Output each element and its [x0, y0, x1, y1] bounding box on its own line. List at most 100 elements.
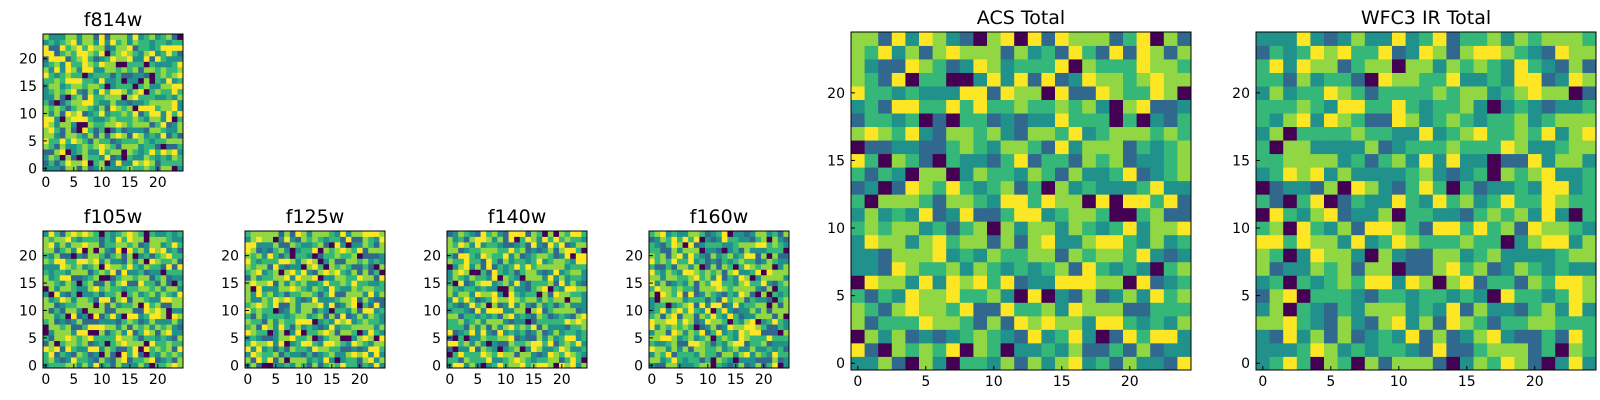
heatmap-cell: [351, 231, 358, 237]
heatmap-cell: [329, 231, 335, 237]
heatmap-cell: [149, 55, 156, 62]
heatmap-cell: [665, 357, 672, 363]
heatmap-cell: [987, 207, 1001, 222]
heatmap-cell: [104, 362, 111, 369]
heatmap-cell: [547, 236, 554, 243]
heatmap-cell: [452, 318, 459, 325]
heatmap-cell: [654, 340, 661, 347]
heatmap-cell: [1487, 180, 1502, 195]
heatmap-cell: [1123, 302, 1137, 317]
heatmap-cell: [491, 285, 498, 292]
heatmap-cell: [1027, 356, 1042, 371]
heatmap-cell: [463, 296, 470, 303]
heatmap-cell: [1256, 32, 1270, 46]
heatmap-cell: [677, 329, 683, 336]
heatmap-cell: [65, 263, 72, 270]
heatmap-cell: [570, 335, 577, 341]
heatmap-cell: [160, 318, 167, 325]
heatmap-cell: [864, 126, 879, 141]
heatmap-cell: [1324, 32, 1338, 46]
heatmap-cell: [772, 329, 779, 336]
heatmap-cell: [919, 180, 933, 195]
heatmap-cell: [177, 149, 184, 155]
heatmap-cell: [987, 315, 1001, 330]
heatmap-cell: [59, 302, 66, 309]
heatmap-cell: [1392, 288, 1406, 303]
heatmap-cell: [1095, 207, 1110, 222]
heatmap-cell: [905, 72, 920, 87]
heatmap-cell: [59, 346, 66, 352]
heatmap-cell: [1163, 207, 1178, 222]
heatmap-cell: [1392, 329, 1406, 344]
heatmap-cell: [149, 296, 156, 303]
heatmap-cell: [284, 302, 291, 309]
heatmap-cell: [497, 247, 504, 254]
heatmap-cell: [76, 127, 83, 134]
heatmap-cell: [43, 346, 49, 352]
heatmap-cell: [373, 362, 380, 369]
heatmap-cell: [329, 258, 335, 265]
heatmap-cell: [104, 34, 111, 40]
heatmap-cell: [1296, 72, 1311, 87]
heatmap-cell: [1150, 180, 1165, 195]
heatmap-cell: [878, 194, 893, 209]
heatmap-cell: [132, 83, 139, 90]
heatmap-cell: [323, 291, 330, 298]
heatmap-cell: [738, 340, 745, 347]
heatmap-cell: [1351, 275, 1366, 290]
heatmap-cell: [1109, 342, 1124, 357]
heatmap-cell: [1027, 194, 1042, 209]
heatmap-cell: [1136, 221, 1151, 236]
heatmap-cell: [93, 121, 100, 128]
heatmap-cell: [1269, 194, 1284, 209]
heatmap-cell: [76, 149, 83, 155]
heatmap-cell: [851, 140, 865, 155]
heatmap-cell: [245, 313, 251, 320]
heatmap-cell: [82, 50, 89, 57]
heatmap-cell: [87, 160, 94, 166]
heatmap-cell: [475, 296, 481, 303]
heatmap-cell: [1324, 194, 1338, 209]
heatmap-cell: [716, 340, 723, 347]
heatmap-cell: [946, 234, 961, 249]
heatmap-cell: [749, 346, 756, 352]
heatmap-cell: [447, 274, 453, 281]
heatmap-cell: [132, 236, 139, 243]
heatmap-cell: [581, 324, 588, 331]
heatmap-cell: [1568, 180, 1583, 195]
heatmap-cell: [1364, 315, 1379, 330]
heatmap-cell: [1446, 180, 1461, 195]
heatmap-cell: [138, 127, 145, 134]
heatmap-cell: [76, 160, 83, 166]
heatmap-cell: [1541, 167, 1556, 182]
heatmap-cell: [519, 340, 526, 347]
heatmap-cell: [99, 88, 105, 95]
heatmap-cell: [699, 318, 706, 325]
heatmap-cell: [132, 160, 139, 166]
heatmap-cell: [973, 315, 988, 330]
heatmap-cell: [43, 105, 49, 112]
heatmap-cell: [1041, 248, 1056, 263]
heatmap-cell: [693, 324, 700, 331]
heatmap-cell: [542, 241, 549, 248]
heatmap-cell: [87, 165, 94, 172]
heatmap-cell: [99, 160, 105, 166]
heatmap-cell: [946, 86, 961, 100]
heatmap-cell: [1055, 180, 1069, 195]
heatmap-cell: [132, 39, 139, 46]
heatmap-cell: [104, 143, 111, 150]
heatmap-cell: [143, 34, 150, 40]
heatmap-cell: [761, 280, 767, 287]
heatmap-cell: [458, 263, 465, 270]
heatmap-cell: [177, 94, 184, 101]
heatmap-cell: [919, 302, 933, 317]
heatmap-cell: [660, 324, 667, 331]
heatmap-cell: [581, 318, 588, 325]
heatmap-cell: [682, 351, 689, 358]
heatmap-cell: [542, 263, 549, 270]
heatmap-cell: [475, 307, 481, 314]
heatmap-cell: [110, 274, 117, 281]
heatmap-cell: [284, 307, 291, 314]
heatmap-cell: [1041, 315, 1056, 330]
heatmap-cell: [143, 274, 150, 281]
